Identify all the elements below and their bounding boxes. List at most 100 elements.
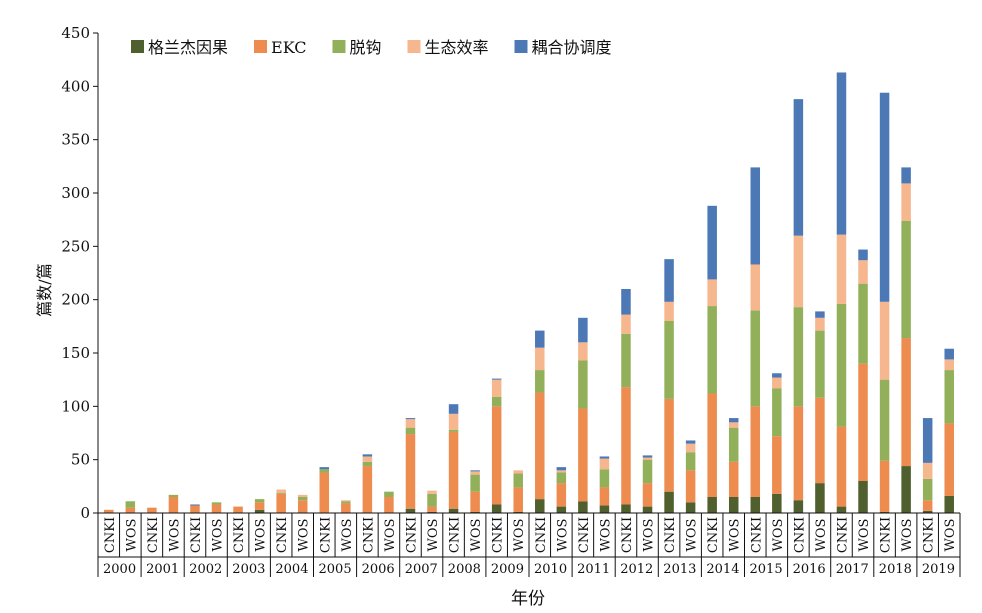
x-tick-label-source: WOS (857, 519, 872, 552)
bar-segment (405, 419, 416, 428)
bar-segment (448, 413, 459, 430)
legend-label: 生态效率 (424, 38, 488, 57)
bar-segment (815, 483, 825, 513)
bar-segment (750, 406, 761, 497)
bar-segment (556, 470, 567, 473)
x-tick-label-source: WOS (943, 519, 958, 552)
x-tick-label-source: CNKI (404, 517, 419, 553)
bar-segment (901, 220, 911, 339)
bar-segment (642, 506, 653, 513)
y-tick-label: 350 (61, 131, 90, 149)
bar-segment (168, 497, 179, 513)
bar-segment (491, 504, 502, 513)
bar-segment (427, 493, 437, 507)
y-tick-label: 300 (61, 184, 90, 202)
bar-segment (685, 502, 696, 513)
x-tick-label-source: CNKI (534, 517, 549, 553)
x-tick-label-source: CNKI (146, 517, 161, 553)
bar-segment (879, 511, 890, 513)
bar-segment (211, 504, 222, 513)
bar-segment (578, 360, 588, 409)
legend-swatch (514, 40, 528, 53)
bar-segment (319, 472, 330, 513)
x-axis-label: 年份 (511, 589, 545, 609)
bar-segment (772, 377, 782, 389)
bar-segment (858, 481, 868, 513)
x-tick-label-source: CNKI (792, 517, 807, 553)
bar-segment (491, 396, 502, 407)
bar-segment (448, 508, 459, 513)
bar-segment (621, 387, 631, 505)
legend-label: 格兰杰因果 (148, 38, 228, 57)
x-tick-label-year: 2002 (189, 562, 222, 577)
x-tick-label-source: CNKI (922, 517, 937, 553)
bar-segment (319, 467, 330, 470)
bar-segment (147, 507, 157, 513)
bar-segment (793, 99, 804, 236)
bar-segment (685, 452, 696, 471)
bar-segment (750, 497, 761, 513)
bar-segment (297, 500, 308, 513)
x-tick-label-source: WOS (426, 519, 441, 552)
bar-segment (362, 454, 373, 457)
bar-segment (664, 301, 674, 321)
bar-segment (319, 469, 330, 473)
bar-segment (879, 379, 890, 461)
x-tick-label-year: 2005 (319, 562, 352, 577)
bar-segment (944, 348, 954, 360)
bar-segment (707, 205, 717, 280)
x-tick-label-year: 2003 (232, 562, 265, 577)
bar-segment (750, 310, 761, 407)
x-tick-label-year: 2001 (146, 562, 179, 577)
bar-segment (470, 491, 480, 512)
x-tick-label-source: WOS (469, 519, 484, 552)
bar-segment (535, 347, 545, 371)
x-tick-label-source: CNKI (232, 517, 247, 553)
bar-segment (858, 363, 868, 481)
bar-segment (815, 311, 825, 318)
bar-segment (276, 489, 286, 493)
bar-segment (470, 470, 480, 472)
x-tick-label-year: 2012 (620, 562, 653, 577)
y-tick-label: 450 (61, 24, 90, 42)
bar-segment (405, 418, 416, 420)
bar-segment (836, 72, 847, 235)
bar-segment (556, 483, 567, 507)
bar-segment (901, 466, 911, 513)
bar-segment (858, 283, 868, 364)
bar-segment (211, 502, 222, 505)
bar-segment (944, 370, 954, 424)
x-tick-label-source: WOS (771, 519, 786, 552)
bar-segment (556, 472, 567, 484)
bar-segment (341, 501, 351, 504)
bar-segment (707, 497, 717, 513)
x-tick-label-year: 2018 (879, 562, 912, 577)
bar-segment (384, 497, 394, 513)
bar-segment (556, 467, 567, 471)
bar-segment (513, 470, 523, 474)
bar-segment (944, 495, 954, 513)
bar-segment (578, 342, 588, 361)
bar-segment (901, 338, 911, 467)
x-tick-label-year: 2010 (534, 562, 567, 577)
bar-segment (556, 506, 567, 513)
x-tick-label-source: CNKI (189, 517, 204, 553)
bar-segment (685, 470, 696, 503)
bar-segment (728, 418, 739, 423)
x-tick-label-source: CNKI (879, 517, 894, 553)
bar-segment (836, 303, 847, 427)
bar-segment (836, 234, 847, 304)
x-tick-label-year: 2015 (750, 562, 783, 577)
bar-segment (621, 333, 631, 388)
bar-segment (599, 458, 610, 470)
x-tick-label-source: WOS (598, 519, 613, 552)
bar-segment (190, 505, 200, 513)
x-tick-label-year: 2016 (793, 562, 826, 577)
bar-segment (621, 314, 631, 334)
bar-segment (513, 473, 523, 488)
bar-segment (879, 460, 890, 512)
x-tick-label-source: CNKI (620, 517, 635, 553)
bar-segment (470, 474, 480, 492)
bar-segment (750, 167, 761, 265)
